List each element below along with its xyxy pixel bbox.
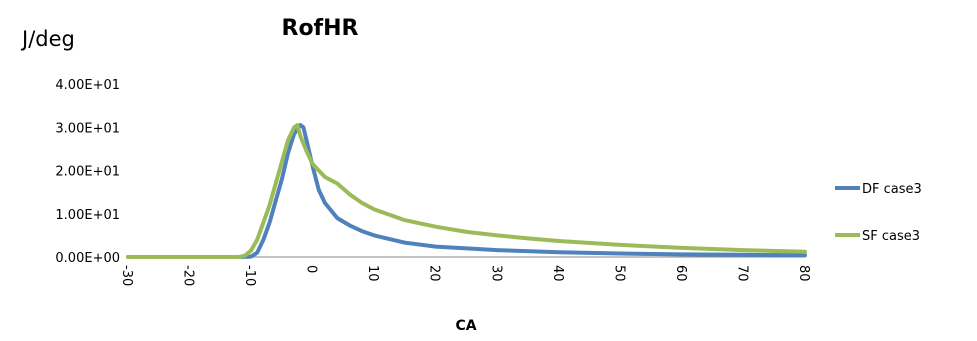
x-tick-label: -20 [181,265,196,286]
x-tick-label: 40 [550,265,565,282]
y-tick-label: 3.00E+01 [55,121,120,136]
legend-label-1: DF case3 [862,182,922,197]
x-tick-label: -30 [119,265,134,286]
series-line-2 [126,123,807,259]
x-tick-label: 10 [365,265,380,282]
x-tick-label: -10 [242,265,257,286]
x-tick-label: 80 [796,265,811,282]
chart-title: RofHR [282,16,359,41]
legend-label-2: SF case3 [862,229,920,244]
y-tick-label: 0.00E+00 [55,251,120,266]
series-lines [126,123,807,259]
x-axis-label: CA [455,318,476,334]
y-tick-label: 1.00E+01 [55,208,120,223]
y-tick-label: 2.00E+01 [55,165,120,180]
y-axis-label: J/deg [20,27,75,51]
x-tick-labels: -30 -20 -10 0 10 20 30 40 50 60 70 80 [119,265,811,286]
x-tick-label: 30 [488,265,503,282]
x-tick-label: 60 [673,265,688,282]
x-tick-label: 0 [304,265,319,273]
x-tick-label: 70 [734,265,749,282]
x-tick-label: 20 [427,265,442,282]
x-tick-label: 50 [611,265,626,282]
y-tick-label: 4.00E+01 [55,78,120,93]
series-line-1 [126,123,807,259]
y-tick-labels: 0.00E+00 1.00E+01 2.00E+01 3.00E+01 4.00E+01 [55,78,120,266]
legend: DF case3 SF case3 [835,182,922,244]
